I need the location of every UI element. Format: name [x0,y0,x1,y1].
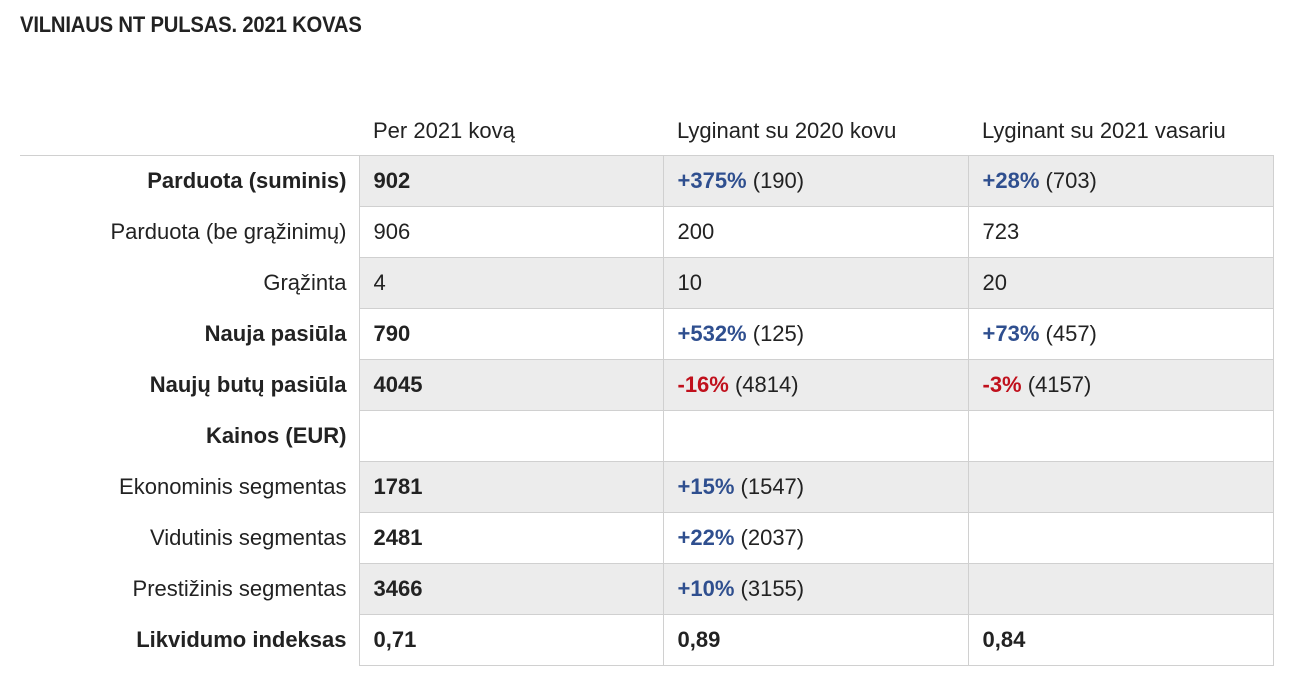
row-label: Prestižinis segmentas [132,576,347,601]
header-current-period: Per 2021 kovą [359,106,663,156]
cell-vs-last-month: 20 [967,257,1274,309]
cell-vs-last-year: +22% (2037) [662,512,969,564]
cell-vs-last-year [662,410,969,462]
reference-value: (2037) [740,525,805,550]
cell-current: 902 [358,155,664,207]
table-header-row: Per 2021 kovą Lyginant su 2020 kovu Lygi… [20,106,1273,156]
cell-vs-last-month [967,461,1274,513]
table-row-new-supply: Nauja pasiūla 790 +532% (125) +73% (457) [20,308,1274,360]
cell-vs-last-month: -3% (4157) [967,359,1274,411]
row-label: Parduota (be grąžinimų) [110,219,347,244]
row-label: Vidutinis segmentas [150,525,347,550]
reference-value: (3155) [740,576,805,601]
cell-current: 906 [358,206,664,258]
cell-current: 3466 [358,563,664,615]
cell-vs-last-year: +532% (125) [662,308,969,360]
reference-value: (703) [1045,168,1097,193]
table-row-middle-segment: Vidutinis segmentas 2481 +22% (2037) [20,512,1274,564]
cell-current: 790 [358,308,664,360]
table-row-sold-total: Parduota (suminis) 902 +375% (190) +28% … [20,155,1274,207]
cell-vs-last-year: -16% (4814) [662,359,969,411]
reference-value: (457) [1045,321,1097,346]
change-value: +22% [677,525,735,550]
table-row-prices-heading: Kainos (EUR) [20,410,1274,462]
change-value: +10% [677,576,735,601]
row-label: Grąžinta [263,270,347,295]
cell-current: 2481 [358,512,664,564]
table-row-new-apartments-supply: Naujų butų pasiūla 4045 -16% (4814) -3% … [20,359,1274,411]
cell-current: 4 [358,257,664,309]
change-value: -3% [982,372,1022,397]
header-blank-cell [20,106,359,156]
cell-vs-last-year: +375% (190) [662,155,969,207]
page-title: VILNIAUS NT PULSAS. 2021 KOVAS [20,12,362,37]
reference-value: (4157) [1027,372,1092,397]
row-label: Ekonominis segmentas [119,474,347,499]
reference-value: (1547) [740,474,805,499]
header-vs-last-year: Lyginant su 2020 kovu [663,106,968,156]
cell-current: 0,71 [358,614,664,666]
change-value: +532% [677,321,747,346]
change-value: -16% [677,372,729,397]
cell-vs-last-month: +28% (703) [967,155,1274,207]
cell-current: 4045 [358,359,664,411]
cell-vs-last-month [967,563,1274,615]
cell-current: 1781 [358,461,664,513]
row-label: Nauja pasiūla [204,321,347,346]
market-pulse-table: Per 2021 kovą Lyginant su 2020 kovu Lygi… [20,106,1274,666]
row-label: Naujų butų pasiūla [149,372,347,397]
change-value: +73% [982,321,1040,346]
cell-vs-last-month [967,512,1274,564]
header-vs-last-month: Lyginant su 2021 vasariu [968,106,1273,156]
cell-vs-last-month: 723 [967,206,1274,258]
cell-vs-last-year: 200 [662,206,969,258]
reference-value: (125) [752,321,805,346]
cell-vs-last-month: 0,84 [967,614,1274,666]
reference-value: (4814) [734,372,799,397]
cell-vs-last-year: +10% (3155) [662,563,969,615]
cell-vs-last-year: 0,89 [662,614,969,666]
row-label: Kainos (EUR) [205,423,347,448]
table-row-liquidity-index: Likvidumo indeksas 0,71 0,89 0,84 [20,614,1274,666]
row-label: Parduota (suminis) [147,168,347,194]
cell-vs-last-month [967,410,1274,462]
table-row-prestige-segment: Prestižinis segmentas 3466 +10% (3155) [20,563,1274,615]
table-row-returned: Grąžinta 4 10 20 [20,257,1274,309]
change-value: +375% [677,168,747,193]
change-value: +28% [982,168,1040,193]
cell-vs-last-month: +73% (457) [967,308,1274,360]
row-label: Likvidumo indeksas [136,627,347,652]
table-row-sold-without-returns: Parduota (be grąžinimų) 906 200 723 [20,206,1274,258]
cell-vs-last-year: +15% (1547) [662,461,969,513]
cell-vs-last-year: 10 [662,257,969,309]
cell-current [358,410,664,462]
reference-value: (190) [752,168,805,193]
table-row-economy-segment: Ekonominis segmentas 1781 +15% (1547) [20,461,1274,513]
change-value: +15% [677,474,735,499]
